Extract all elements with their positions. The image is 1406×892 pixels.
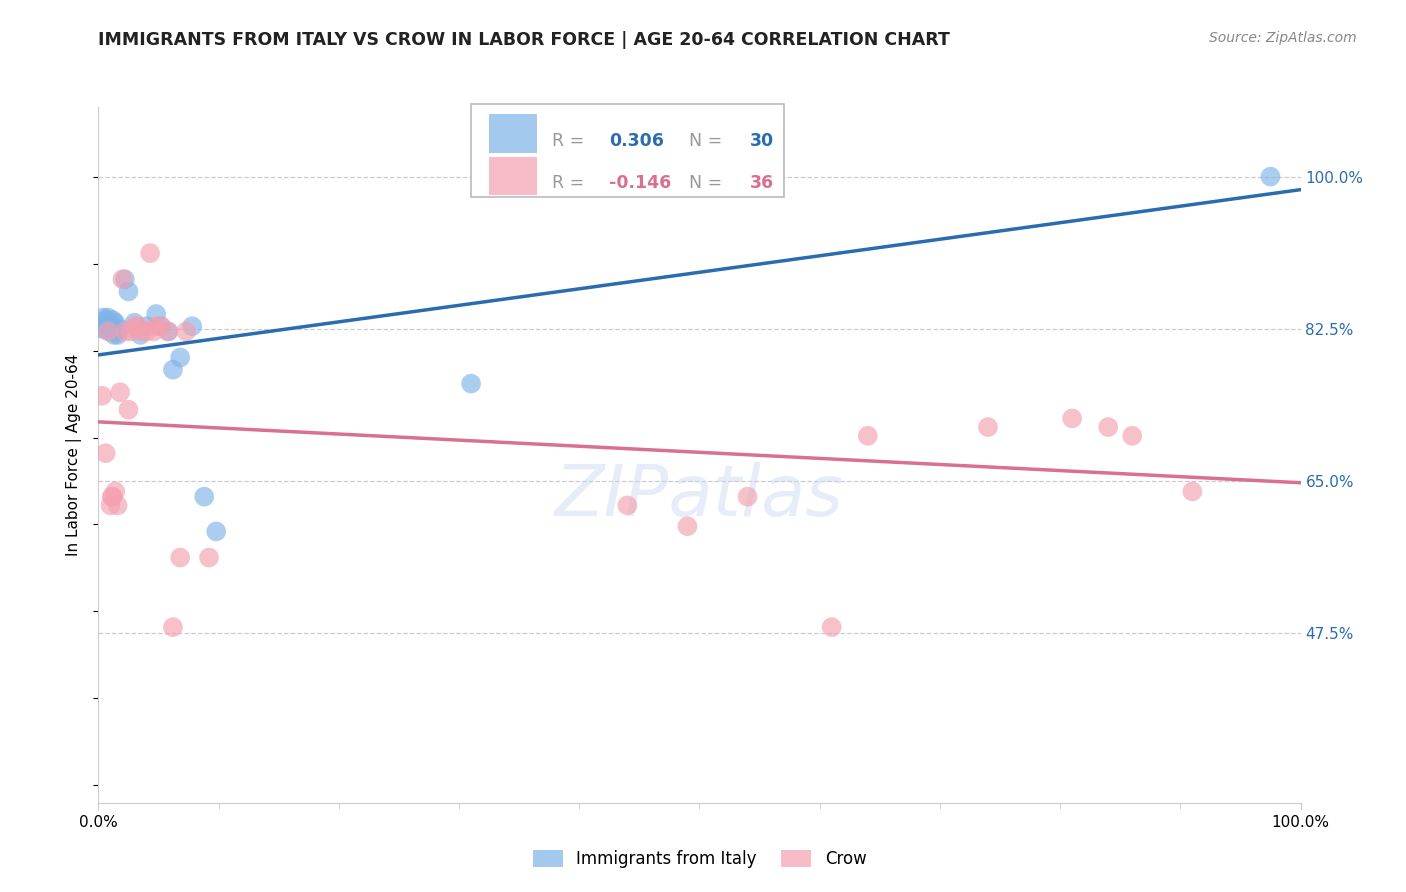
Point (676, 519, 699, 533)
Point (101, 490, 124, 504)
Point (91, 389, 114, 403)
Point (181, 319, 204, 334)
Point (1260, 169, 1282, 184)
Point (108, 385, 131, 400)
Point (100, 319, 122, 334)
Point (1097, 420, 1119, 434)
Text: N =: N = (678, 132, 727, 150)
Point (117, 285, 139, 299)
Point (198, 550, 221, 565)
Point (162, 362, 184, 376)
FancyBboxPatch shape (489, 157, 537, 194)
Point (105, 325, 128, 339)
Point (107, 327, 129, 342)
Point (100, 499, 122, 513)
Point (124, 316, 146, 330)
Point (120, 325, 142, 339)
Point (821, 620, 844, 634)
Text: -0.146: -0.146 (609, 175, 672, 193)
Point (104, 316, 127, 330)
Point (94, 313, 117, 327)
Point (460, 376, 482, 391)
Point (157, 325, 180, 339)
Point (737, 490, 759, 504)
Point (94, 446, 117, 460)
Text: R =: R = (551, 175, 589, 193)
Point (169, 550, 191, 565)
Point (96, 318, 118, 332)
Point (856, 429, 879, 443)
Point (97, 310, 120, 325)
Point (124, 319, 146, 334)
Point (100, 490, 122, 504)
Point (142, 325, 165, 339)
Point (162, 620, 184, 634)
Text: N =: N = (678, 175, 727, 193)
Point (1181, 484, 1204, 499)
Point (100, 325, 122, 339)
Point (1121, 429, 1143, 443)
Point (111, 272, 134, 286)
FancyBboxPatch shape (471, 103, 783, 197)
Legend: Immigrants from Italy, Crow: Immigrants from Italy, Crow (526, 843, 873, 874)
Point (193, 490, 215, 504)
Point (91, 322, 114, 336)
Point (135, 319, 157, 334)
Point (97, 325, 120, 339)
Text: 0.306: 0.306 (609, 132, 664, 150)
Text: Source: ZipAtlas.com: Source: ZipAtlas.com (1209, 31, 1357, 45)
Point (977, 420, 1000, 434)
Point (145, 319, 167, 334)
Y-axis label: In Labor Force | Age 20-64: In Labor Force | Age 20-64 (66, 354, 83, 556)
Point (174, 325, 197, 339)
Point (149, 319, 172, 334)
Point (101, 313, 124, 327)
Point (169, 351, 191, 365)
Point (127, 319, 149, 334)
Point (103, 327, 125, 342)
Point (107, 499, 129, 513)
Point (205, 524, 228, 539)
Point (1062, 411, 1084, 425)
Point (117, 402, 139, 417)
Text: R =: R = (551, 132, 589, 150)
Point (114, 272, 136, 286)
Point (93, 322, 115, 336)
Text: 36: 36 (749, 175, 775, 193)
Point (98, 319, 121, 334)
Point (108, 322, 131, 336)
Point (135, 325, 157, 339)
Point (104, 484, 127, 499)
Point (139, 246, 162, 260)
Point (149, 319, 172, 334)
Text: IMMIGRANTS FROM ITALY VS CROW IN LABOR FORCE | AGE 20-64 CORRELATION CHART: IMMIGRANTS FROM ITALY VS CROW IN LABOR F… (98, 31, 950, 49)
Text: ZIPatlas: ZIPatlas (555, 462, 844, 531)
Point (145, 307, 167, 321)
Point (114, 325, 136, 339)
Point (129, 327, 152, 342)
Point (131, 325, 153, 339)
Point (616, 499, 638, 513)
Point (157, 325, 180, 339)
Text: 30: 30 (749, 132, 775, 150)
Point (91, 310, 114, 325)
FancyBboxPatch shape (489, 114, 537, 153)
